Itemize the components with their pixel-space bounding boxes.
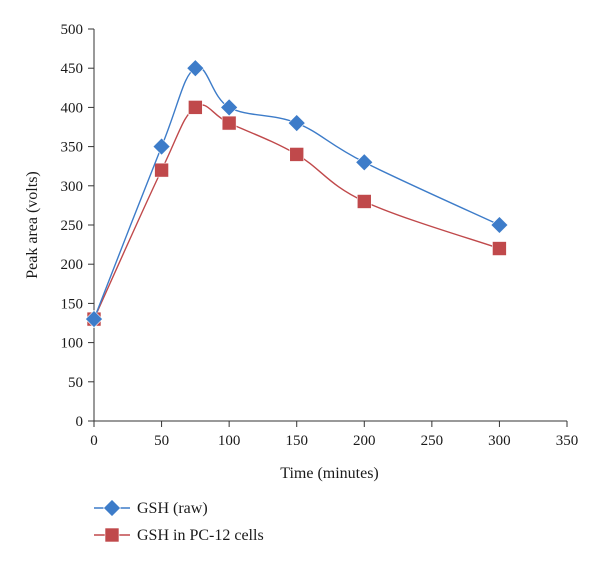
- legend-square-marker: [104, 527, 120, 543]
- square-data-point: [221, 115, 237, 131]
- diamond-data-point: [355, 153, 374, 172]
- y-tick-label: 100: [61, 336, 84, 352]
- y-tick-label: 500: [61, 22, 84, 38]
- series-line: [93, 104, 500, 320]
- legend-label-gsh-raw: GSH (raw): [137, 500, 208, 517]
- y-tick-label: 250: [61, 218, 84, 234]
- diamond-data-point: [152, 137, 171, 156]
- series-1: [86, 100, 507, 327]
- x-axis-title: Time (minutes): [280, 465, 379, 482]
- x-tick-label: 150: [285, 433, 308, 449]
- y-tick-label: 400: [61, 100, 84, 116]
- x-tick-label: 300: [488, 433, 511, 449]
- y-axis-title: Peak area (volts): [24, 171, 41, 279]
- x-tick-label: 50: [154, 433, 169, 449]
- x-tick-label: 100: [218, 433, 241, 449]
- series-line: [93, 66, 500, 320]
- y-tick-label: 350: [61, 140, 84, 156]
- axes: 0 50 100 150 200 250 300 350 400 450 500 0 50 100 150 2…: [61, 22, 579, 449]
- y-tick-label: 0: [76, 414, 84, 430]
- square-data-point: [289, 147, 305, 162]
- legend: GSH (raw) GSH in PC-12 cells: [94, 499, 264, 544]
- diamond-data-point: [186, 59, 205, 78]
- y-tick-label: 150: [61, 296, 84, 312]
- diamond-data-point: [287, 114, 306, 133]
- y-tick-label: 450: [61, 61, 84, 77]
- legend-item-gsh-pc12: GSH in PC-12 cells: [94, 527, 264, 544]
- series-layer: [85, 59, 509, 329]
- diamond-data-point: [490, 216, 509, 234]
- legend-item-gsh-raw: GSH (raw): [94, 499, 208, 517]
- y-tick-label: 300: [61, 179, 84, 195]
- legend-label-gsh-pc12: GSH in PC-12 cells: [137, 527, 264, 544]
- x-tick-label: 0: [90, 433, 98, 449]
- x-tick-label: 350: [556, 433, 579, 449]
- y-tick-label: 200: [61, 257, 84, 273]
- diamond-data-point: [220, 98, 239, 117]
- y-tick-label: 50: [68, 375, 83, 391]
- legend-diamond-marker: [103, 499, 121, 517]
- x-tick-label: 200: [353, 433, 376, 449]
- square-data-point: [188, 100, 203, 115]
- diamond-data-point: [85, 310, 103, 329]
- square-data-point: [492, 241, 507, 256]
- square-data-point: [154, 162, 169, 178]
- x-tick-label: 250: [421, 433, 444, 449]
- square-data-point: [356, 194, 372, 209]
- series-0: [85, 59, 509, 329]
